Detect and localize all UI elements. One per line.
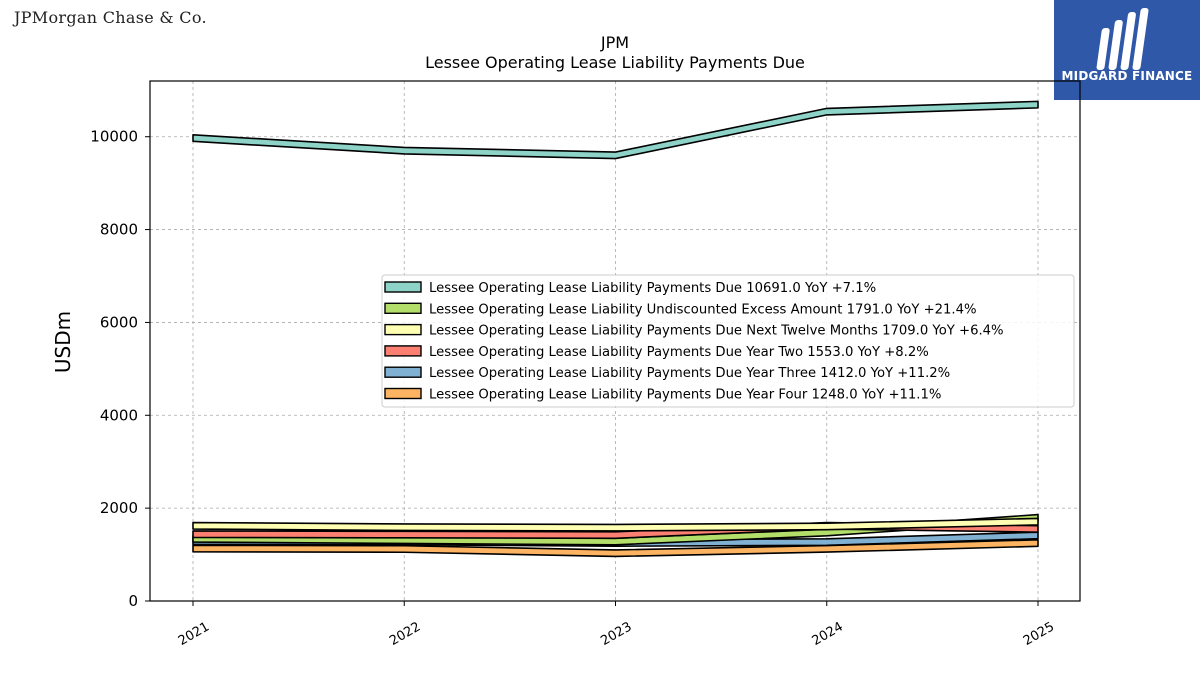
y-tick-label-8000: 8000 <box>100 221 138 239</box>
legend-swatch-1 <box>384 302 422 314</box>
series-band-5 <box>192 539 1039 558</box>
legend-swatch-0 <box>384 281 422 293</box>
brand-logo-midgard: MIDGARD FINANCE <box>1054 0 1200 100</box>
y-axis-ticks: 0 2000 4000 6000 8000 10000 <box>90 128 150 610</box>
legend-entry-1: Lessee Operating Lease Liability Undisco… <box>429 302 977 317</box>
x-tick-label-2022: 2022 <box>387 619 423 649</box>
y-tick-label-2000: 2000 <box>100 499 138 517</box>
midgard-brand-text: MIDGARD FINANCE <box>1061 69 1193 83</box>
series-bands <box>192 100 1039 558</box>
chart-subtitle: Lessee Operating Lease Liability Payment… <box>425 53 805 72</box>
legend-box <box>381 274 1075 408</box>
legend-swatch-5 <box>384 387 422 400</box>
x-tick-label-2021: 2021 <box>176 619 212 649</box>
y-tick-label-4000: 4000 <box>100 406 138 424</box>
y-axis-label: USDm <box>51 311 75 373</box>
x-tick-label-2025: 2025 <box>1021 619 1057 649</box>
legend-entry-2: Lessee Operating Lease Liability Payment… <box>429 324 1004 339</box>
legend: Lessee Operating Lease Liability Payment… <box>381 274 1075 408</box>
legend-swatch-3 <box>384 345 422 357</box>
legend-entry-0: Lessee Operating Lease Liability Payment… <box>429 281 876 296</box>
x-tick-label-2023: 2023 <box>598 619 634 649</box>
legend-swatch-2 <box>384 323 422 336</box>
y-tick-label-0: 0 <box>128 592 138 610</box>
legend-entry-3: Lessee Operating Lease Liability Payment… <box>429 345 929 360</box>
y-tick-label-10000: 10000 <box>90 128 138 146</box>
y-tick-label-6000: 6000 <box>100 313 138 331</box>
x-tick-label-2024: 2024 <box>810 619 846 649</box>
brand-logo-jpmorgan: JPMorgan Chase & Co. <box>14 8 207 27</box>
legend-entry-5: Lessee Operating Lease Liability Payment… <box>429 388 941 403</box>
midgard-emblem-icon <box>1096 8 1149 70</box>
legend-swatch-4 <box>384 366 422 378</box>
chart-title: JPM <box>600 33 629 52</box>
legend-entry-4: Lessee Operating Lease Liability Payment… <box>429 366 950 381</box>
series-band-0 <box>192 100 1039 160</box>
series-band-2 <box>192 517 1039 532</box>
x-axis-ticks: 2021 2022 2023 2024 2025 <box>176 601 1057 649</box>
